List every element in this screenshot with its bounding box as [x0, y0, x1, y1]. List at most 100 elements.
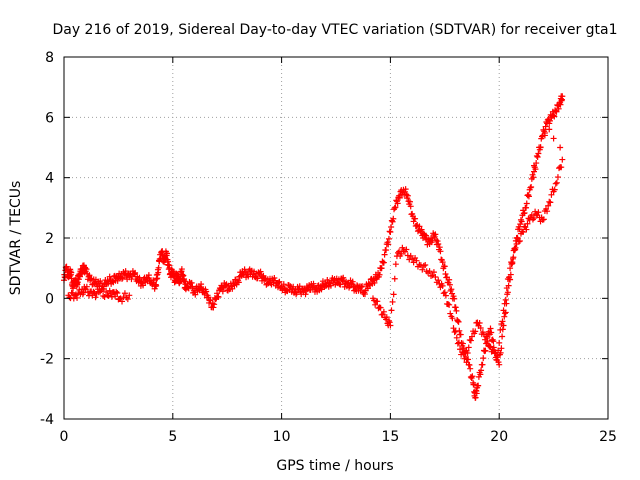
data-point: [459, 340, 466, 347]
data-point: [441, 289, 448, 296]
x-tick-label: 25: [599, 429, 617, 445]
data-point: [198, 281, 205, 288]
data-point: [389, 218, 396, 225]
data-point: [403, 246, 410, 253]
data-point: [275, 279, 282, 286]
data-point: [527, 184, 534, 191]
data-point: [525, 193, 532, 200]
data-point: [428, 272, 435, 279]
data-point: [219, 288, 226, 295]
data-point: [68, 269, 75, 276]
data-point: [535, 150, 542, 157]
data-point: [473, 390, 480, 397]
data-point: [430, 269, 437, 276]
data-point: [453, 307, 460, 314]
data-point: [442, 292, 449, 299]
data-point: [551, 186, 558, 193]
data-point: [524, 220, 531, 227]
data-point: [488, 329, 495, 336]
data-point: [359, 283, 366, 290]
y-tick-label: 8: [45, 50, 54, 66]
data-point: [76, 273, 83, 280]
grid-lines: [64, 57, 608, 419]
data-point: [447, 310, 454, 317]
data-point: [484, 334, 491, 341]
data-point: [322, 282, 329, 289]
data-point: [498, 345, 505, 352]
data-point: [124, 296, 131, 303]
data-point: [466, 362, 473, 369]
data-point: [178, 266, 185, 273]
data-point: [449, 315, 456, 322]
data-point: [445, 301, 452, 308]
data-point: [390, 291, 397, 298]
data-point: [472, 328, 479, 335]
data-point: [537, 144, 544, 151]
data-point: [465, 356, 472, 363]
data-point: [469, 373, 476, 380]
x-tick-label: 10: [273, 429, 291, 445]
data-point: [496, 339, 503, 346]
data-point: [86, 272, 93, 279]
data-point: [74, 294, 81, 301]
data-point: [446, 276, 453, 283]
data-point: [385, 235, 392, 242]
data-point: [106, 287, 113, 294]
data-point: [392, 204, 399, 211]
data-point: [90, 288, 97, 295]
data-point: [450, 325, 457, 332]
data-point: [235, 279, 242, 286]
data-point: [420, 262, 427, 269]
data-point: [92, 294, 99, 301]
data-point: [546, 126, 553, 133]
data-point: [476, 319, 483, 326]
data-point: [378, 265, 385, 272]
data-point: [103, 289, 110, 296]
data-point: [558, 164, 565, 171]
data-point: [477, 371, 484, 378]
data-point: [461, 355, 468, 362]
data-point: [114, 289, 121, 296]
data-point: [490, 338, 497, 345]
data-point: [435, 241, 442, 248]
data-point: [396, 194, 403, 201]
data-point: [454, 340, 461, 347]
data-point: [554, 174, 561, 181]
data-point: [501, 313, 508, 320]
data-point: [452, 328, 459, 335]
data-point: [480, 355, 487, 362]
data-point: [395, 249, 402, 256]
data-point: [531, 162, 538, 169]
data-point: [100, 292, 107, 299]
data-point: [475, 382, 482, 389]
data-point: [530, 174, 537, 181]
data-point: [66, 294, 73, 301]
data-point: [374, 298, 381, 305]
data-point: [470, 381, 477, 388]
data-point: [188, 279, 195, 286]
data-point: [254, 275, 261, 282]
data-point: [380, 308, 387, 315]
data-point: [521, 209, 528, 216]
data-point: [422, 261, 429, 268]
data-point: [293, 289, 300, 296]
data-point: [108, 293, 115, 300]
data-point: [419, 266, 426, 273]
data-point: [453, 334, 460, 341]
data-point: [454, 318, 461, 325]
data-point: [271, 274, 278, 281]
data-point: [516, 238, 523, 245]
data-point: [499, 318, 506, 325]
data-point: [540, 216, 547, 223]
data-point: [523, 204, 530, 211]
data-point: [222, 282, 229, 289]
data-point: [467, 373, 474, 380]
data-point: [257, 268, 264, 275]
data-point: [422, 232, 429, 239]
data-point: [210, 304, 217, 311]
data-point: [392, 261, 399, 268]
data-point: [163, 250, 170, 257]
data-point: [119, 275, 126, 282]
data-point: [406, 198, 413, 205]
data-point: [409, 256, 416, 263]
